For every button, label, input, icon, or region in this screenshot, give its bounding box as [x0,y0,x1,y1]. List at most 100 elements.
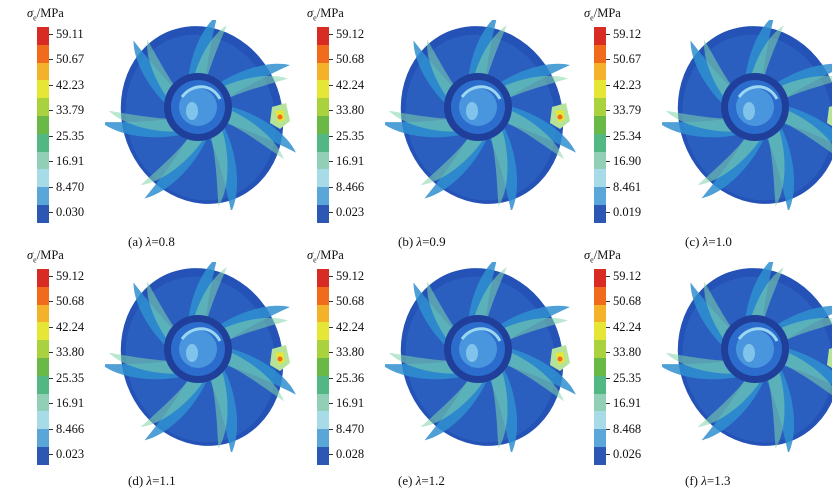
tick-mark [606,187,610,188]
colorbar-swatch [594,98,606,116]
impeller-render [101,14,300,212]
tick-mark [329,136,333,137]
colorbar-tick-label: 33.80 [56,345,85,359]
tick-mark [606,110,610,111]
tick-mark [329,403,333,404]
colorbar-tick-label: 42.23 [56,78,85,92]
legend-title-symbol: σ [307,248,314,262]
colorbar-swatch [317,27,329,45]
colorbar-tick-label: 50.68 [336,52,365,66]
tick-mark [329,187,333,188]
tick-mark [606,403,610,404]
colorbar-swatch [37,169,49,188]
caption-var: λ [702,234,709,249]
legend-title-sub: e [590,13,594,23]
subfigure-caption: (e) λ=1.2 [398,473,445,489]
tick-mark [49,59,53,60]
tick-mark [606,59,610,60]
legend-title: σe/MPa [27,248,64,265]
caption-value: =1.0 [708,234,732,249]
tick-mark [606,378,610,379]
colorbar-swatch [37,286,49,305]
colorbar-swatch [37,304,49,323]
caption-prefix: (c) [685,234,703,249]
legend-title: σe/MPa [584,6,621,23]
legend-title-unit: /MPa [36,6,64,20]
tick-mark [329,378,333,379]
colorbar-swatch [37,446,49,465]
subfigure-caption: (c) λ=1.0 [685,234,732,250]
colorbar-swatch [594,133,606,152]
colorbar-swatch [594,204,606,223]
tick-mark [606,136,610,137]
subfigure-panel: σe/MPa 59.12 50.68 42.24 33.80 25.35 16.91 8.46… [290,6,576,251]
caption-prefix: (d) [128,473,147,488]
tick-mark [329,212,333,213]
tick-mark [329,110,333,111]
legend-title-symbol: σ [307,6,314,20]
colorbar-swatch [37,151,49,170]
colorbar-tick-label: 0.023 [56,447,85,461]
impeller-render [658,256,832,454]
colorbar-tick-label: 42.24 [613,320,642,334]
colorbar [594,27,606,223]
colorbar-tick-label: 16.91 [56,154,85,168]
colorbar-swatch [37,357,49,376]
subfigure-panel: σe/MPa 59.12 50.68 42.24 33.80 25.36 16.91 8.47… [290,248,576,493]
colorbar-tick-label: 59.11 [56,27,84,41]
colorbar [594,269,606,465]
tick-mark [606,34,610,35]
caption-prefix: (b) [398,234,417,249]
tick-mark [606,352,610,353]
colorbar-swatch [317,304,329,323]
colorbar-swatch [37,44,49,63]
colorbar-swatch [317,411,329,430]
impeller-render [381,14,580,212]
impeller-stress-render [101,14,296,212]
colorbar-swatch [594,62,606,81]
tick-mark [49,403,53,404]
colorbar-swatch [317,429,329,447]
colorbar-swatch [317,393,329,412]
colorbar-tick-label: 42.23 [613,78,642,92]
tick-mark [329,34,333,35]
tick-mark [329,352,333,353]
colorbar-tick-label: 59.12 [336,27,365,41]
colorbar-tick-label: 33.79 [56,103,85,117]
legend-title-unit: /MPa [593,248,621,262]
colorbar-tick-label: 16.91 [613,396,642,410]
colorbar-tick-label: 33.80 [336,345,365,359]
colorbar-swatch [317,322,329,341]
tick-mark [329,59,333,60]
tick-mark [49,136,53,137]
subfigure-panel: σe/MPa 59.12 50.67 42.23 33.79 25.34 16.90 8.46… [567,6,832,251]
colorbar-swatch [594,187,606,205]
legend-title-unit: /MPa [316,6,344,20]
caption-var: λ [701,473,707,488]
tick-mark [606,429,610,430]
tick-mark [49,327,53,328]
legend-title: σe/MPa [27,6,64,23]
tick-mark [329,301,333,302]
colorbar-tick-label: 25.36 [336,371,365,385]
colorbar-swatch [594,27,606,45]
tick-mark [49,34,53,35]
subfigure-panel: σe/MPa 59.11 50.67 42.23 33.79 25.35 16.91 8.47… [10,6,296,251]
colorbar-swatch [594,115,606,134]
impeller-stress-render [658,256,832,454]
subfigure-caption: (f) λ=1.3 [685,473,730,489]
caption-prefix: (f) [685,473,702,488]
legend-title-symbol: σ [27,248,34,262]
colorbar-swatch [594,286,606,305]
legend-title-unit: /MPa [316,248,344,262]
tick-mark [329,85,333,86]
colorbar-swatch [594,429,606,447]
colorbar-swatch [317,169,329,188]
colorbar-swatch [317,204,329,223]
impeller-stress-render [381,14,576,212]
caption-value: =1.2 [421,473,445,488]
colorbar-swatch [37,80,49,99]
colorbar-tick-label: 8.468 [613,422,642,436]
colorbar-swatch [594,269,606,287]
tick-mark [329,327,333,328]
